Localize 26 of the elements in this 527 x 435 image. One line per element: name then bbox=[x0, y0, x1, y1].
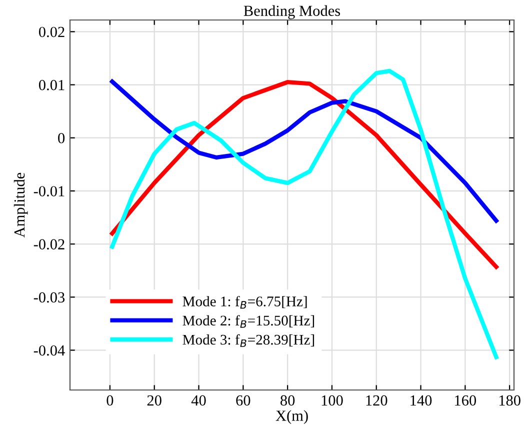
legend-label: Mode 3: f$_{B}$=28.39[Hz] bbox=[182, 334, 314, 347]
line-series bbox=[110, 79, 498, 223]
y-tick-label: 0 bbox=[58, 132, 65, 144]
x-tick-label: 0 bbox=[106, 395, 114, 406]
y-tick-label: -0.02 bbox=[34, 239, 64, 250]
x-axis-title: X(m) bbox=[276, 410, 308, 424]
y-tick-label: -0.03 bbox=[34, 292, 65, 303]
x-tick-label: 80 bbox=[280, 395, 295, 406]
x-tick-label: 100 bbox=[322, 395, 343, 406]
x-tick-label: 140 bbox=[410, 395, 432, 406]
x-tick-label: 160 bbox=[455, 395, 476, 406]
y-tick-label: 0.02 bbox=[38, 26, 64, 38]
y-axis-title: Amplitude bbox=[14, 172, 28, 238]
x-tick-label: 180 bbox=[499, 395, 520, 406]
line-series bbox=[110, 80, 498, 269]
y-tick-label: 0.01 bbox=[38, 80, 64, 90]
y-tick-label: -0.01 bbox=[34, 186, 64, 196]
x-tick-label: 60 bbox=[236, 395, 250, 406]
legend-label: Mode 2: f$_{B}$=15.50[Hz] bbox=[182, 315, 314, 328]
line-series bbox=[110, 68, 498, 360]
x-tick-label: 40 bbox=[191, 395, 206, 406]
chart-title: Bending Modes bbox=[244, 5, 340, 20]
x-tick-label: 120 bbox=[366, 395, 388, 406]
legend-label: Mode 1: f$_{B}$=6.75[Hz] bbox=[182, 296, 307, 309]
x-tick-label: 20 bbox=[147, 395, 162, 406]
y-tick-label: -0.04 bbox=[34, 345, 65, 356]
